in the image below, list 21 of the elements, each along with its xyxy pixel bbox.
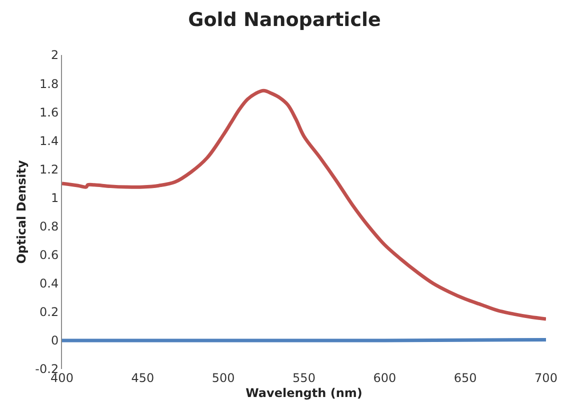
chart-title: Gold Nanoparticle [188,8,381,31]
x-axis-title: Wavelength (nm) [246,386,362,400]
line-series [62,88,546,321]
x-tick-label: 650 [454,371,477,385]
y-tick-label: 1.8 [40,76,59,91]
x-tick-label: 700 [534,371,558,385]
y-tick-label: 0.8 [40,219,59,234]
y-tick-label: 1.2 [40,162,59,176]
y-tick-label: 0.2 [40,305,59,320]
x-tick-label: 500 [212,371,235,385]
x-tick-label: 550 [292,371,316,385]
y-tick-label: 0.6 [40,248,59,262]
y-axis-title: Optical Density [14,160,28,264]
y-tick-label: 1.4 [40,134,59,148]
y-tick-label: 2 [50,48,59,62]
y-tick-label: 1.6 [40,105,59,120]
x-tick-label: 450 [131,371,154,385]
y-tick-label: 0 [50,334,59,348]
y-tick-label: 0.4 [40,276,59,291]
y-tick-label: 1 [50,190,59,205]
x-tick-label: 600 [373,371,396,385]
